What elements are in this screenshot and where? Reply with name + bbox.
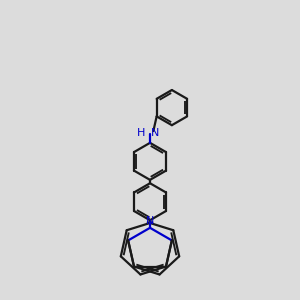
Text: H: H: [136, 128, 145, 138]
Text: N: N: [151, 128, 159, 138]
Text: N: N: [146, 216, 154, 226]
